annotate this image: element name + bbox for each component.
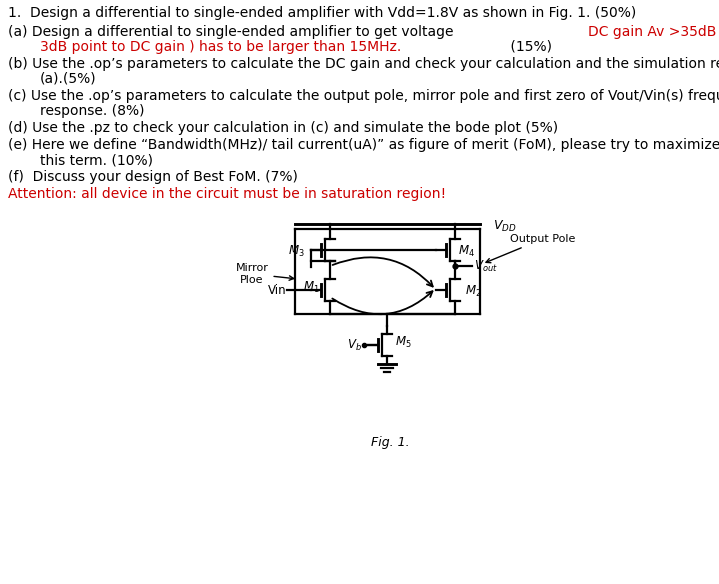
Text: (d) Use the .pz to check your calculation in (c) and simulate the bode plot (5%): (d) Use the .pz to check your calculatio… — [8, 121, 558, 135]
Text: $M_3$: $M_3$ — [288, 244, 305, 259]
FancyArrowPatch shape — [332, 291, 432, 314]
Text: $V_{DD}$: $V_{DD}$ — [493, 218, 516, 234]
FancyArrowPatch shape — [333, 258, 433, 287]
Text: $M_2$: $M_2$ — [465, 284, 482, 299]
Text: (f)  Discuss your design of Best FoM. (7%): (f) Discuss your design of Best FoM. (7%… — [8, 170, 298, 184]
Text: (a).(5%): (a).(5%) — [40, 72, 96, 86]
Text: $M_4$: $M_4$ — [458, 244, 475, 259]
Text: Fig. 1.: Fig. 1. — [371, 436, 409, 449]
Text: (c) Use the .op’s parameters to calculate the output pole, mirror pole and first: (c) Use the .op’s parameters to calculat… — [8, 89, 719, 103]
Text: response. (8%): response. (8%) — [40, 104, 145, 118]
Text: DC gain Av >35dB: DC gain Av >35dB — [588, 25, 717, 39]
Text: 3dB point to DC gain ) has to be larger than 15MHz.: 3dB point to DC gain ) has to be larger … — [40, 40, 401, 54]
Text: (e) Here we define “Bandwidth(MHz)/ tail current(uA)” as figure of merit (FoM), : (e) Here we define “Bandwidth(MHz)/ tail… — [8, 138, 719, 152]
Text: $M_5$: $M_5$ — [395, 335, 412, 350]
Text: 1.  Design a differential to single-ended amplifier with Vdd=1.8V as shown in Fi: 1. Design a differential to single-ended… — [8, 6, 636, 20]
Text: Vin: Vin — [268, 283, 287, 297]
Text: $M_1$: $M_1$ — [303, 280, 320, 294]
Text: Attention: all device in the circuit must be in saturation region!: Attention: all device in the circuit mus… — [8, 187, 446, 201]
Text: Mirror
Ploe: Mirror Ploe — [236, 263, 293, 285]
Text: this term. (10%): this term. (10%) — [40, 153, 153, 167]
Text: $V_{out}$: $V_{out}$ — [474, 259, 498, 273]
Text: (b) Use the .op’s parameters to calculate the DC gain and check your calculation: (b) Use the .op’s parameters to calculat… — [8, 57, 719, 71]
Text: (a) Design a differential to single-ended amplifier to get voltage: (a) Design a differential to single-ende… — [8, 25, 458, 39]
Text: (15%): (15%) — [506, 40, 552, 54]
Text: Output Pole: Output Pole — [486, 234, 575, 263]
Text: $V_b$: $V_b$ — [347, 338, 362, 353]
